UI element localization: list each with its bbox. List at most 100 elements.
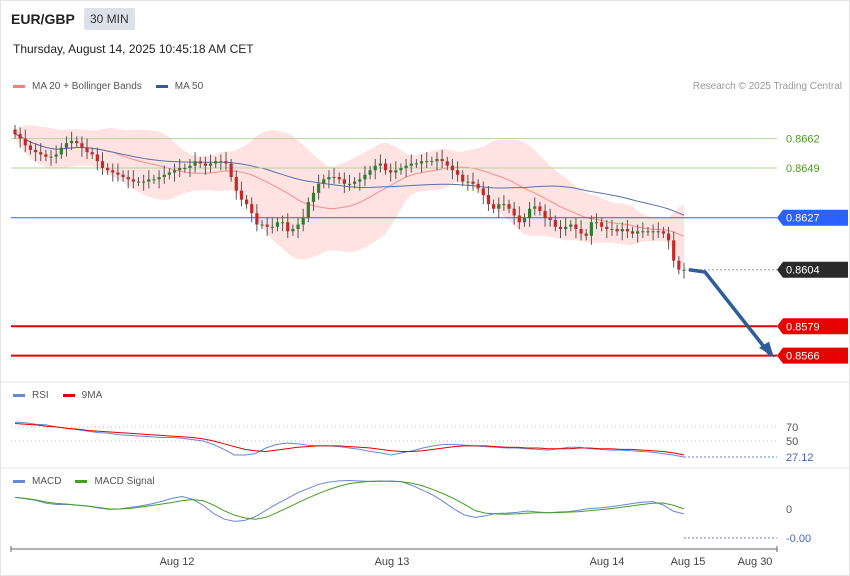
candle-body <box>162 174 166 178</box>
candle-body <box>167 172 171 175</box>
candle-body <box>425 161 429 163</box>
candle-body <box>291 229 295 232</box>
legend-swatch-macd-signal <box>75 480 88 483</box>
candle-body <box>39 152 43 155</box>
candle-body <box>54 154 58 157</box>
candle-body <box>224 161 228 164</box>
legend-label-rsi: RSI <box>32 390 49 401</box>
candle-body <box>522 217 527 223</box>
candle-body <box>636 231 640 234</box>
candle-body <box>111 170 115 173</box>
candle-body <box>188 165 192 168</box>
candle-body <box>183 168 187 169</box>
candle-body <box>296 224 300 230</box>
candle-body <box>332 177 336 179</box>
candle-body <box>497 204 501 209</box>
legend-label-ma50: MA 50 <box>174 81 204 92</box>
legend-item-ma50: MA 50 <box>155 81 204 92</box>
candle-body <box>610 229 614 231</box>
legend-item-rsi-ma: 9MA <box>62 390 102 401</box>
level-label: 0.8649 <box>786 163 820 175</box>
timestamp: Thursday, August 14, 2025 10:45:18 AM CE… <box>13 42 254 56</box>
candle-body <box>275 222 280 227</box>
candle-body <box>445 161 449 166</box>
candle-body <box>301 217 305 225</box>
rsi-level-label: 70 <box>786 422 798 434</box>
legend-item-macd-signal: MACD Signal <box>75 476 154 487</box>
candle-body <box>49 156 53 158</box>
candle-body <box>486 195 491 205</box>
candle-body <box>286 222 290 232</box>
price-legend: MA 20 + Bollinger Bands MA 50 <box>13 81 217 92</box>
candle-body <box>517 215 521 223</box>
candle-body <box>59 147 63 155</box>
candle-body <box>239 190 244 200</box>
legend-item-macd: MACD <box>13 476 61 487</box>
candle-body <box>538 206 542 211</box>
candle-body <box>394 170 398 173</box>
candle-body <box>564 226 568 230</box>
candle-body <box>234 177 238 191</box>
legend-label-macd-signal: MACD Signal <box>94 476 155 487</box>
candle-body <box>95 154 99 162</box>
candle-body <box>461 174 465 182</box>
candle-body <box>152 179 156 181</box>
legend-item-rsi: RSI <box>13 390 49 401</box>
candle-body <box>507 204 511 209</box>
candle-body <box>548 217 552 220</box>
candle-body <box>389 170 393 173</box>
candle-body <box>244 199 249 205</box>
candle-body <box>625 229 629 232</box>
rsi-line <box>14 421 685 458</box>
candle-body <box>363 174 367 180</box>
candle-body <box>28 145 33 150</box>
candle-body <box>574 224 578 230</box>
candle-body <box>90 152 94 155</box>
candle-body <box>100 161 105 168</box>
legend-swatch-macd <box>13 480 25 483</box>
candle-body <box>85 147 89 153</box>
candle-body <box>172 170 177 173</box>
candle-body <box>342 179 346 184</box>
candle-body <box>378 163 382 166</box>
candle-body <box>208 163 213 166</box>
candle-body <box>476 183 480 189</box>
x-tick-label: Aug 30 <box>738 556 773 568</box>
candle-body <box>435 158 439 162</box>
forecast-arrowhead <box>759 341 774 358</box>
candle-body <box>44 154 48 157</box>
timeframe-badge[interactable]: 30 MIN <box>84 8 135 30</box>
candle-body <box>327 177 331 180</box>
candle-body <box>198 161 202 164</box>
level-label: 0.8662 <box>786 134 820 146</box>
candle-body <box>419 161 424 164</box>
ma20-line <box>14 133 685 237</box>
candle-body <box>605 226 609 230</box>
candle-body <box>528 208 532 218</box>
candle-body <box>543 210 547 218</box>
macd-zero-label: 0 <box>786 504 792 516</box>
macd-legend: MACD MACD Signal <box>13 476 168 487</box>
candle-body <box>677 260 681 270</box>
candle-body <box>430 161 434 163</box>
candle-body <box>106 168 110 171</box>
candle-body <box>404 165 408 168</box>
macd-signal-line <box>14 480 685 520</box>
candle-body <box>126 177 130 180</box>
candle-body <box>368 170 372 175</box>
candle-body <box>450 165 455 171</box>
candle-body <box>260 224 264 226</box>
candle-body <box>651 231 655 233</box>
candle-body <box>70 140 74 144</box>
last-price-tag <box>777 261 848 278</box>
candle-body <box>646 231 650 233</box>
candle-body <box>131 179 135 182</box>
candle-body <box>311 192 316 202</box>
candle-body <box>64 143 69 148</box>
rsi-level-label: 50 <box>786 436 798 448</box>
candle-body <box>157 177 161 180</box>
candle-body <box>558 226 563 230</box>
candle-body <box>23 138 27 146</box>
candle-body <box>270 226 274 228</box>
